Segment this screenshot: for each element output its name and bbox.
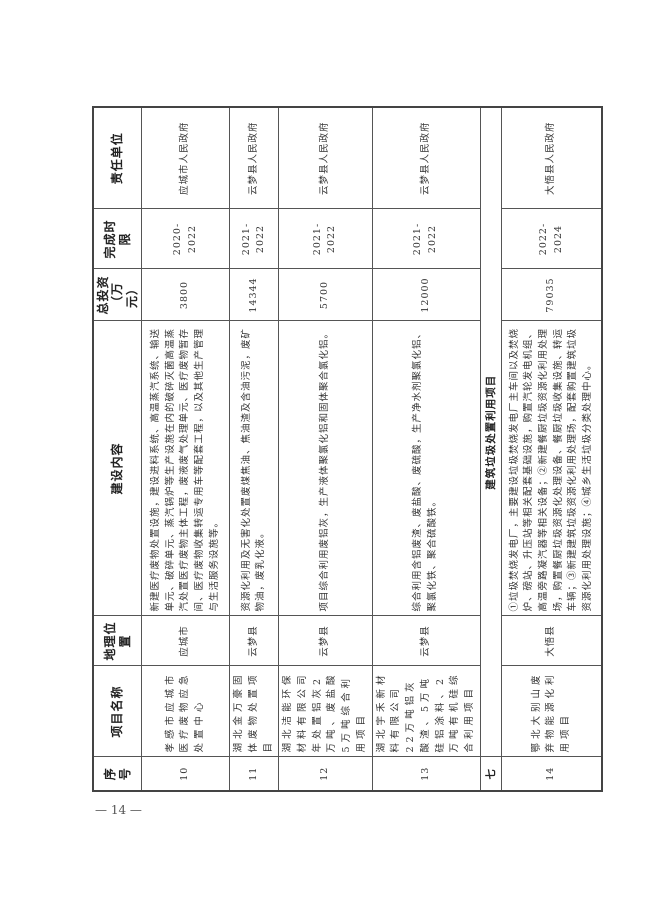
cell-no: 10	[141, 757, 230, 791]
section-title: 建筑垃圾处置利用项目	[480, 107, 502, 757]
cell-investment: 14344	[229, 269, 279, 321]
cell-unit: 云梦县人民政府	[278, 107, 373, 209]
rotated-table-container: 序号 项目名称 地理位置 建设内容 总投资（万元） 完成时限 责任单位 10 孝…	[92, 106, 604, 792]
cell-period: 2021-2022	[229, 209, 279, 269]
cell-no: 14	[501, 757, 603, 791]
cell-no: 13	[372, 757, 481, 791]
table-row: 12 湖北洁能环保材料有限公司年处置铝灰2万吨、废盐酸5万吨综合利用项目 云梦县…	[278, 107, 373, 791]
cell-name: 湖北洁能环保材料有限公司年处置铝灰2万吨、废盐酸5万吨综合利用项目	[278, 666, 373, 757]
cell-unit: 大悟县人民政府	[501, 107, 603, 209]
header-investment: 总投资（万元）	[93, 269, 142, 321]
cell-name: 湖北金万豪固体废物处置项目	[229, 666, 279, 757]
header-content: 建设内容	[93, 321, 142, 616]
header-row: 序号 项目名称 地理位置 建设内容 总投资（万元） 完成时限 责任单位	[93, 107, 142, 791]
cell-unit: 云梦县人民政府	[229, 107, 279, 209]
cell-period: 2022-2024	[501, 209, 603, 269]
table-row: 10 孝感市应城市医疗废物应急处置中心 应城市 新建医疗废物处置设施，建设进料系…	[141, 107, 230, 791]
cell-period: 2021-2022	[278, 209, 373, 269]
cell-unit: 应城市人民政府	[141, 107, 230, 209]
cell-no: 11	[229, 757, 279, 791]
cell-name: 湖北宇禾新材料有限公司22万吨铝灰酸渣、5万吨硅铝涂料、2万吨有机硅综合利用项目	[372, 666, 481, 757]
section-number: 七	[480, 757, 502, 791]
header-period: 完成时限	[93, 209, 142, 269]
cell-content: ①垃圾焚烧发电厂，主要建设垃圾焚烧发电厂主车间以及焚烧炉、磅站、升压站等相关配套…	[501, 321, 603, 616]
cell-content: 项目综合利用废铝灰，生产液体聚氯化铝和固体聚合氯化铝。	[278, 321, 373, 616]
cell-period: 2020-2022	[141, 209, 230, 269]
cell-location: 云梦县	[229, 616, 279, 666]
table-row: 14 鄂北大别山废弃物能源化利用项目 大悟县 ①垃圾焚烧发电厂，主要建设垃圾焚烧…	[501, 107, 603, 791]
cell-unit: 云梦县人民政府	[372, 107, 481, 209]
section-row: 七 建筑垃圾处置利用项目	[480, 107, 502, 791]
header-no: 序号	[93, 757, 142, 791]
cell-no: 12	[278, 757, 373, 791]
cell-period: 2021-2022	[372, 209, 481, 269]
cell-investment: 5700	[278, 269, 373, 321]
header-name: 项目名称	[93, 666, 142, 757]
header-location: 地理位置	[93, 616, 142, 666]
cell-investment: 79035	[501, 269, 603, 321]
page-number: — 14 —	[95, 803, 142, 817]
cell-name: 鄂北大别山废弃物能源化利用项目	[501, 666, 603, 757]
cell-location: 云梦县	[278, 616, 373, 666]
cell-content: 新建医疗废物处置设施，建设进料系统、高温蒸汽系统、输送单元、破碎单元、蒸汽锅炉等…	[141, 321, 230, 616]
table-row: 11 湖北金万豪固体废物处置项目 云梦县 资源化利用及无害化处置废煤焦油、焦油渣…	[229, 107, 279, 791]
project-table: 序号 项目名称 地理位置 建设内容 总投资（万元） 完成时限 责任单位 10 孝…	[92, 106, 604, 792]
cell-location: 应城市	[141, 616, 230, 666]
table-row: 13 湖北宇禾新材料有限公司22万吨铝灰酸渣、5万吨硅铝涂料、2万吨有机硅综合利…	[372, 107, 481, 791]
cell-location: 大悟县	[501, 616, 603, 666]
cell-name: 孝感市应城市医疗废物应急处置中心	[141, 666, 230, 757]
cell-content: 综合利用含铝废渣、废盐酸、废硫酸，生产净水剂聚氯化铝、聚氯化铁、聚合硫酸铁。	[372, 321, 481, 616]
cell-investment: 12000	[372, 269, 481, 321]
cell-content: 资源化利用及无害化处置废煤焦油、焦油渣及含油污泥，废矿物油，废乳化液。	[229, 321, 279, 616]
cell-location: 云梦县	[372, 616, 481, 666]
header-unit: 责任单位	[93, 107, 142, 209]
cell-investment: 3800	[141, 269, 230, 321]
